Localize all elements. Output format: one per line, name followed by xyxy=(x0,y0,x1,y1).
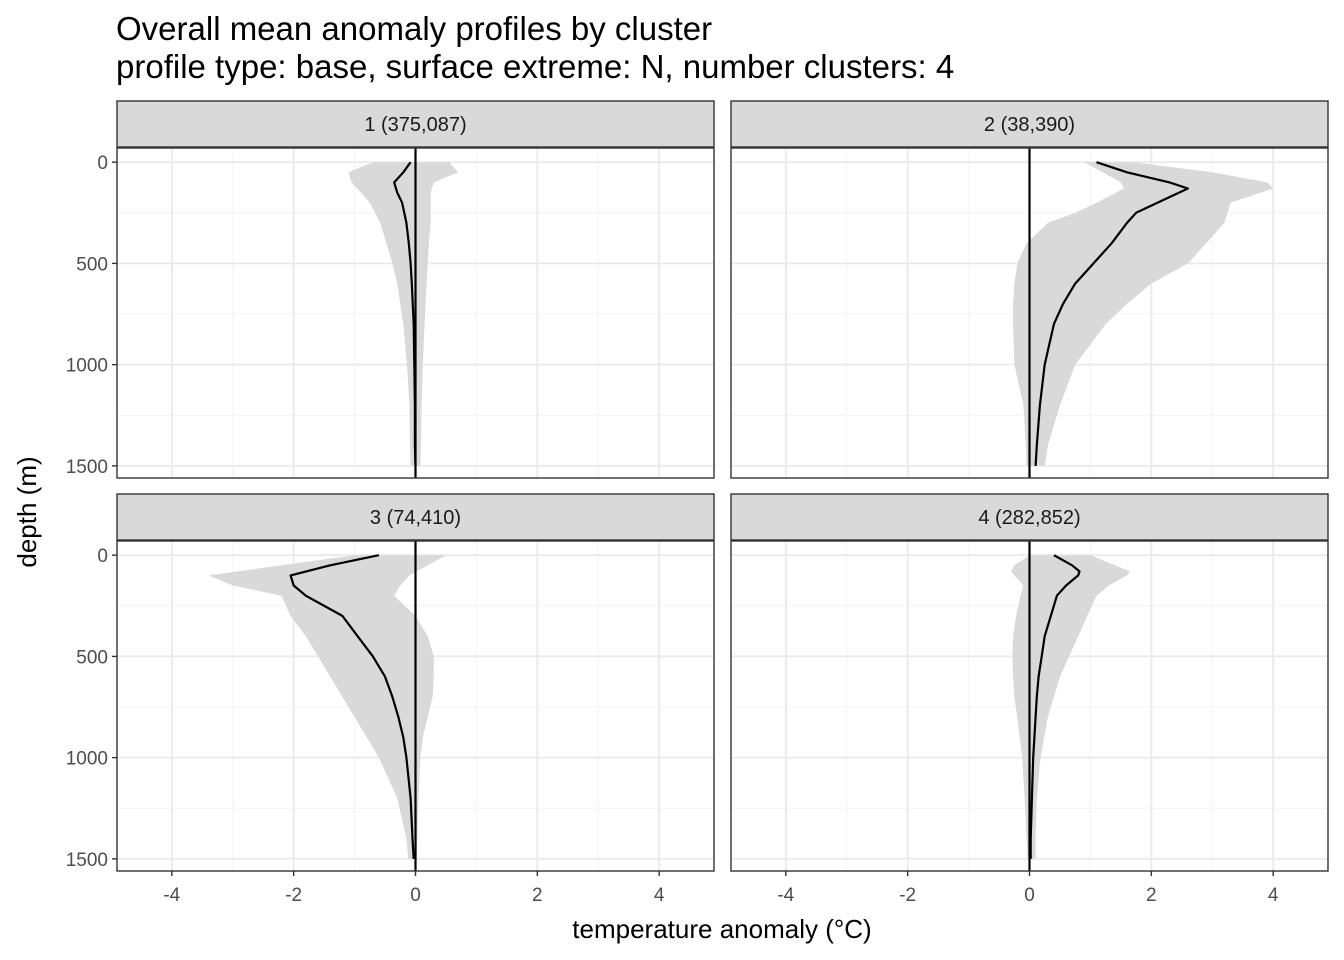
x-tick-label: 4 xyxy=(654,885,665,906)
facet-strip xyxy=(116,493,715,541)
panel-border xyxy=(116,147,715,479)
x-tick-label: -4 xyxy=(163,885,180,906)
facet-strip xyxy=(116,100,715,148)
y-tick-label: 0 xyxy=(97,546,108,567)
facet-strip-label: 1 (375,087) xyxy=(364,114,466,136)
mean-profile-line xyxy=(1029,554,1081,859)
mean-profile-line xyxy=(289,554,415,859)
x-tick-label: 0 xyxy=(410,885,421,906)
mean-profile-line xyxy=(1034,161,1190,466)
y-tick-label: 0 xyxy=(97,153,108,174)
facet-strip-label: 2 (38,390) xyxy=(984,114,1075,136)
mean-profile-line xyxy=(393,161,417,466)
x-tick-label: 4 xyxy=(1268,885,1279,906)
panel-2: 2 (38,390) xyxy=(730,100,1329,479)
facet-strip xyxy=(730,100,1329,148)
panel-border xyxy=(730,147,1329,479)
x-tick-label: -2 xyxy=(285,885,302,906)
panels-layer: 1 (375,087) 0 500 1000 1500 2 (38,390) 3 (74,4… xyxy=(66,100,1329,906)
panel-4: 4 (282,852) -4 -2 0 2 4 xyxy=(730,493,1329,906)
y-tick-label: 1000 xyxy=(66,356,108,377)
x-tick-label: -4 xyxy=(777,885,794,906)
facet-strip-label: 4 (282,852) xyxy=(978,507,1080,529)
y-tick-label: 1500 xyxy=(66,457,108,478)
chart-title: Overall mean anomaly profiles by cluster xyxy=(116,10,712,47)
x-tick-label: 2 xyxy=(1146,885,1157,906)
anomaly-spread-band xyxy=(208,555,446,859)
y-tick-label: 1000 xyxy=(66,749,108,770)
panel-1: 1 (375,087) 0 500 1000 1500 xyxy=(66,100,715,479)
y-tick-label: 500 xyxy=(76,254,108,275)
anomaly-spread-band xyxy=(1013,162,1274,466)
facet-strip-label: 3 (74,410) xyxy=(370,507,461,529)
x-axis-title: temperature anomaly (°C) xyxy=(572,914,871,944)
y-tick-label: 1500 xyxy=(66,850,108,871)
y-tick-label: 500 xyxy=(76,647,108,668)
anomaly-spread-band xyxy=(348,162,459,466)
x-tick-label: 2 xyxy=(532,885,543,906)
anomaly-spread-band xyxy=(1011,555,1130,859)
x-tick-label: -2 xyxy=(899,885,916,906)
x-tick-label: 0 xyxy=(1024,885,1035,906)
y-axis-title: depth (m) xyxy=(12,456,42,567)
facet-strip xyxy=(730,493,1329,541)
chart-subtitle: profile type: base, surface extreme: N, … xyxy=(116,48,954,85)
panel-3: 3 (74,410) 0 500 1000 1500 -4 -2 0 2 4 xyxy=(66,493,715,906)
